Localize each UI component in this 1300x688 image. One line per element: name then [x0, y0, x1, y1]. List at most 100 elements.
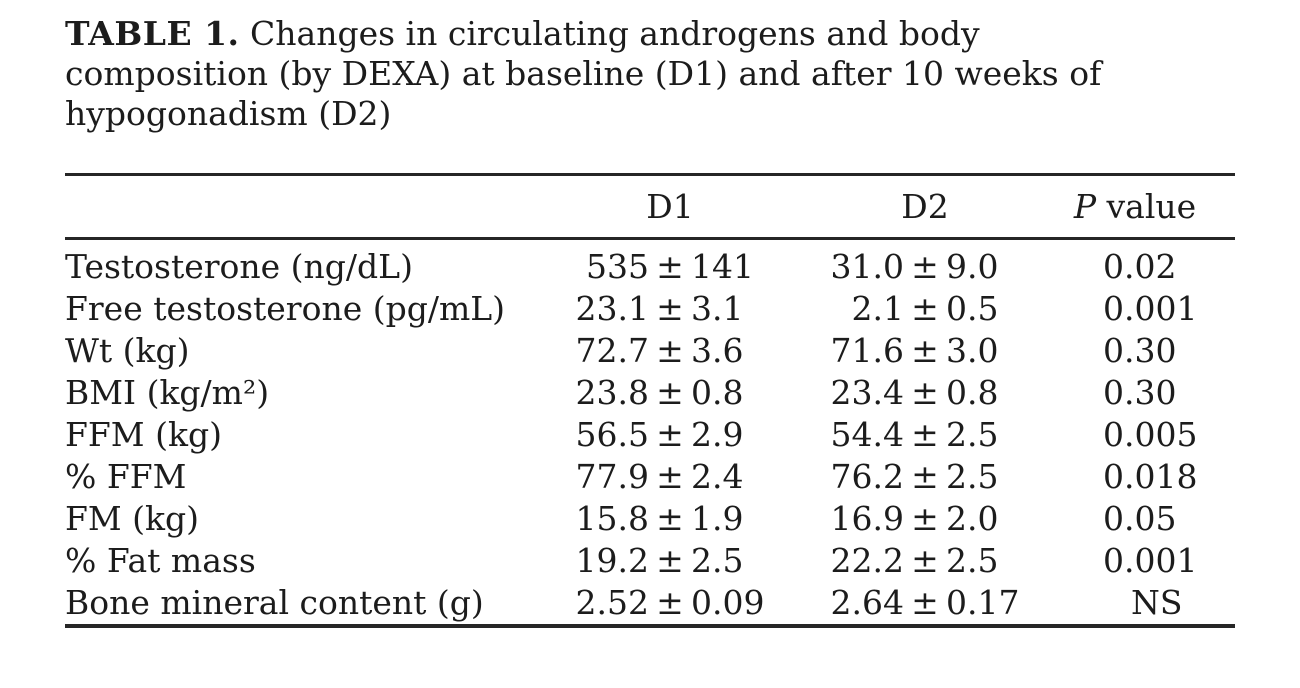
d1-cell: 77.9 ±2.4	[525, 456, 815, 498]
d2-mean: 22.2	[830, 541, 904, 580]
table-row: Wt (kg) 72.7 ±3.6 71.6 ±3.0 0.30	[65, 330, 1235, 372]
plus-minus-sign: ±	[656, 373, 684, 412]
d2-cell: 16.9 ±2.0	[815, 498, 1035, 540]
row-label: Free testosterone (pg/mL)	[65, 289, 506, 328]
d2-mean: 2.1	[851, 289, 904, 328]
plus-minus-sign: ±	[911, 499, 939, 538]
plus-minus-sign: ±	[656, 583, 684, 622]
d1-mean: 2.52	[575, 583, 649, 622]
table-row: Bone mineral content (g) 2.52 ±0.09 2.64 ±…	[65, 582, 1235, 626]
d2-sd: 2.0	[946, 499, 999, 538]
d1-sd: 0.8	[691, 373, 744, 412]
d1-sd: 3.1	[691, 289, 744, 328]
table-body: Testosterone (ng/dL) 535 ±141 31.0 ±9.0 0.…	[65, 239, 1235, 626]
header-p-value: P value	[1035, 175, 1235, 239]
p-value-cell: 0.005	[1103, 415, 1198, 454]
d2-sd: 3.0	[946, 331, 999, 370]
d2-sd: 0.17	[946, 583, 1020, 622]
d1-mean: 535	[586, 247, 649, 286]
d2-mean: 76.2	[830, 457, 904, 496]
d2-cell: 31.0 ±9.0	[815, 239, 1035, 289]
plus-minus-sign: ±	[656, 541, 684, 580]
d2-sd: 2.5	[946, 415, 999, 454]
table-row: % Fat mass 19.2 ±2.5 22.2 ±2.5 0.001	[65, 540, 1235, 582]
d1-cell: 23.1 ±3.1	[525, 288, 815, 330]
caption-text-1: Changes in circulating androgens and bod…	[250, 14, 980, 53]
row-label: % FFM	[65, 457, 187, 496]
d2-sd: 2.5	[946, 457, 999, 496]
d1-cell: 15.8 ±1.9	[525, 498, 815, 540]
d2-mean: 71.6	[830, 331, 904, 370]
d2-mean: 23.4	[830, 373, 904, 412]
row-label: FM (kg)	[65, 499, 200, 538]
plus-minus-sign: ±	[911, 373, 939, 412]
table-row: BMI (kg/m²) 23.8 ±0.8 23.4 ±0.8 0.30	[65, 372, 1235, 414]
table-row: Testosterone (ng/dL) 535 ±141 31.0 ±9.0 0.…	[65, 239, 1235, 289]
row-label: FFM (kg)	[65, 415, 222, 454]
header-d1: D1	[646, 187, 694, 226]
p-value-cell: NS	[1131, 583, 1183, 622]
row-label: BMI (kg/m²)	[65, 373, 270, 412]
caption-text-3: hypogonadism (D2)	[65, 94, 392, 133]
d1-mean: 77.9	[575, 457, 649, 496]
d2-cell: 71.6 ±3.0	[815, 330, 1035, 372]
table-header: D1 D2 P value	[65, 174, 1235, 239]
plus-minus-sign: ±	[911, 541, 939, 580]
d1-mean: 23.1	[575, 289, 649, 328]
plus-minus-sign: ±	[656, 457, 684, 496]
d2-cell: 2.64 ±0.17	[815, 582, 1035, 626]
d1-cell: 19.2 ±2.5	[525, 540, 815, 582]
row-label: Testosterone (ng/dL)	[65, 247, 413, 286]
d2-cell: 76.2 ±2.5	[815, 456, 1035, 498]
d2-cell: 54.4 ±2.5	[815, 414, 1035, 456]
d1-sd: 2.9	[691, 415, 744, 454]
d2-sd: 9.0	[946, 247, 999, 286]
plus-minus-sign: ±	[656, 331, 684, 370]
d1-cell: 56.5 ±2.9	[525, 414, 815, 456]
d1-mean: 23.8	[575, 373, 649, 412]
d1-sd: 2.5	[691, 541, 744, 580]
row-label: % Fat mass	[65, 541, 256, 580]
p-value-cell: 0.018	[1103, 457, 1198, 496]
p-value-cell: 0.02	[1103, 247, 1177, 286]
d2-mean: 16.9	[830, 499, 904, 538]
plus-minus-sign: ±	[911, 289, 939, 328]
results-table: D1 D2 P value Testosterone (ng/dL) 535 ±1…	[65, 173, 1235, 628]
plus-minus-sign: ±	[656, 415, 684, 454]
p-value-cell: 0.30	[1103, 331, 1177, 370]
d1-cell: 535 ±141	[525, 239, 815, 289]
plus-minus-sign: ±	[911, 415, 939, 454]
plus-minus-sign: ±	[911, 583, 939, 622]
plus-minus-sign: ±	[656, 247, 684, 286]
p-value-cell: 0.001	[1103, 289, 1198, 328]
d2-sd: 0.8	[946, 373, 999, 412]
header-parameter	[65, 175, 525, 239]
row-label: Bone mineral content (g)	[65, 583, 484, 622]
d1-mean: 15.8	[575, 499, 649, 538]
d1-cell: 72.7 ±3.6	[525, 330, 815, 372]
d1-sd: 2.4	[691, 457, 744, 496]
d1-sd: 141	[691, 247, 754, 286]
d2-mean: 2.64	[830, 583, 904, 622]
plus-minus-sign: ±	[911, 247, 939, 286]
table-row: % FFM 77.9 ±2.4 76.2 ±2.5 0.018	[65, 456, 1235, 498]
d2-cell: 2.1 ±0.5	[815, 288, 1035, 330]
d2-cell: 23.4 ±0.8	[815, 372, 1035, 414]
d1-sd: 3.6	[691, 331, 744, 370]
d1-mean: 56.5	[575, 415, 649, 454]
header-row: D1 D2 P value	[65, 174, 1235, 239]
caption-text-2: composition (by DEXA) at baseline (D1) a…	[65, 54, 1102, 93]
plus-minus-sign: ±	[656, 499, 684, 538]
d1-mean: 72.7	[575, 331, 649, 370]
d1-cell: 2.52 ±0.09	[525, 582, 815, 626]
d2-sd: 2.5	[946, 541, 999, 580]
table-number-label: TABLE 1.	[65, 14, 240, 53]
plus-minus-sign: ±	[911, 457, 939, 496]
p-rest: value	[1106, 187, 1197, 226]
p-value-cell: 0.05	[1103, 499, 1177, 538]
d1-cell: 23.8 ±0.8	[525, 372, 815, 414]
p-value-cell: 0.001	[1103, 541, 1198, 580]
table-row: Free testosterone (pg/mL) 23.1 ±3.1 2.1 ±0…	[65, 288, 1235, 330]
plus-minus-sign: ±	[911, 331, 939, 370]
